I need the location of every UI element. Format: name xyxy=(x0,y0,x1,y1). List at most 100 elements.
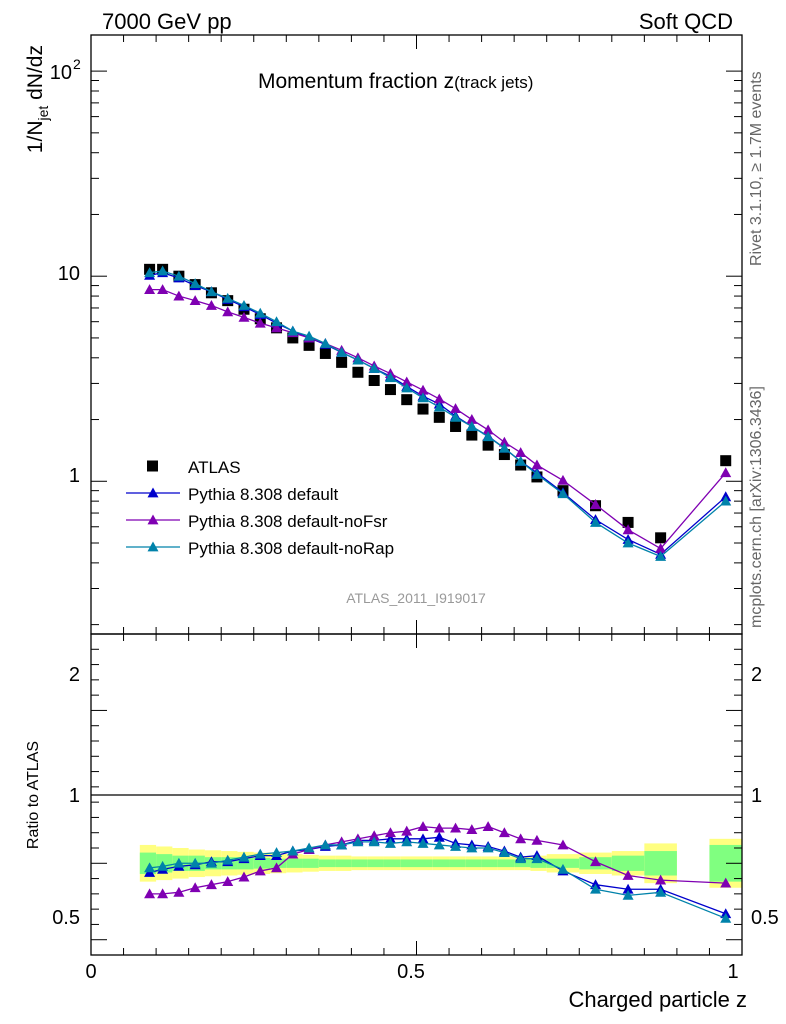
pythia-8-308-default-norap-ratio-point xyxy=(590,883,602,894)
pythia-8-308-default-norap-point xyxy=(271,316,283,327)
stat-uncertainty-band xyxy=(383,859,401,868)
stat-uncertainty-band xyxy=(432,859,450,868)
ratio-ytick-label-right-0.5: 0.5 xyxy=(751,907,779,929)
pythia-8-308-default-norap-ratio-point xyxy=(352,836,364,847)
pythia-8-308-default-nofsr-point xyxy=(466,414,478,424)
stat-uncertainty-band xyxy=(465,859,482,868)
xtick-label-0.5: 0.5 xyxy=(397,961,425,983)
stat-uncertainty-band xyxy=(530,858,547,868)
pythia-8-308-default-nofsr-ratio-point xyxy=(238,871,250,882)
pythia-8-308-default-nofsr-ratio-point xyxy=(173,886,185,897)
ratio-panel: 0.5 1 2 0.5 1 2 Ratio to ATLAS 0 0.5 1 C… xyxy=(25,633,779,1012)
pythia-8-308-default-norap-point xyxy=(254,307,266,318)
pythia-8-308-default-norap-ratio-point xyxy=(433,839,445,850)
legend-marker-pythia-8-308-default-norap xyxy=(147,541,159,552)
xtick-label-1: 1 xyxy=(727,961,738,983)
pythia-8-308-default-norap-ratio-point xyxy=(254,848,266,859)
pythia-8-308-default-norap-ratio-point xyxy=(655,886,667,897)
pythia-8-308-default-nofsr-point xyxy=(515,447,527,457)
pythia-8-308-default-norap-point xyxy=(433,401,445,412)
ratio-ytick-label-1: 1 xyxy=(69,785,80,807)
main-axis-ticks xyxy=(90,35,743,634)
pythia-8-308-default-norap-ratio-point xyxy=(336,839,348,850)
pythia-8-308-default-norap-ratio-point xyxy=(498,847,510,857)
pythia-8-308-default-nofsr-point xyxy=(189,295,201,306)
pythia-8-308-default-nofsr-point xyxy=(205,299,217,310)
pythia-8-308-default-nofsr-point xyxy=(222,306,234,317)
pythia-8-308-default-nofsr-ratio-point xyxy=(384,827,396,838)
pythia-8-308-default-norap-ratio-point xyxy=(466,842,478,853)
source-label: mcplots.cern.ch [arXiv:1306.3436] xyxy=(748,386,765,628)
stat-uncertainty-band xyxy=(302,858,319,868)
main-panel: 1 10 10 2 1/Njet dN/dz Momentum fraction… xyxy=(24,34,743,635)
pythia-8-308-default-norap-point xyxy=(557,488,569,499)
pythia-8-308-default-nofsr-ratio-point xyxy=(205,879,217,890)
pythia-8-308-default-norap-ratio-point xyxy=(319,839,331,850)
pythia-8-308-default-ratio-point xyxy=(433,831,445,842)
pythia-8-308-default-norap-point xyxy=(189,278,201,289)
stat-uncertainty-band xyxy=(481,859,498,868)
legend-label-pythia-8-308-default-norap: Pythia 8.308 default-noRap xyxy=(188,539,394,558)
atlas-point xyxy=(368,375,380,387)
pythia-8-308-default-nofsr-ratio-point xyxy=(466,824,478,835)
pythia-8-308-default-norap-ratio-point xyxy=(515,853,527,864)
pythia-8-308-default-norap-ratio-point xyxy=(238,851,250,862)
pythia-8-308-default-nofsr-point xyxy=(557,474,569,485)
ytick-label-1: 1 xyxy=(69,465,80,487)
pythia-8-308-default-nofsr-point xyxy=(238,311,250,322)
stat-uncertainty-band xyxy=(351,859,368,868)
pythia-8-308-default-norap-point xyxy=(498,442,510,453)
ratio-ytick-label-2: 2 xyxy=(69,664,80,686)
atlas-point xyxy=(417,403,429,415)
pythia-8-308-default-nofsr-ratio-point xyxy=(655,874,667,885)
pythia-8-308-default-nofsr-point xyxy=(498,436,510,447)
pythia-8-308-default-norap-ratio-point xyxy=(157,860,169,871)
legend-marker-pythia-8-308-default-nofsr xyxy=(147,514,159,525)
legend-marker-pythia-8-308-default xyxy=(147,487,159,498)
ratio-axis-ticks xyxy=(90,633,743,955)
main-ytick-labels: 1 10 10 2 xyxy=(50,56,81,487)
pythia-8-308-default-norap-ratio-point xyxy=(557,863,569,874)
ratio-series-group xyxy=(144,821,732,923)
pythia-8-308-default-nofsr-point xyxy=(157,284,169,295)
header-left: 7000 GeV pp xyxy=(102,9,232,34)
stat-uncertainty-band xyxy=(644,851,677,876)
atlas-point xyxy=(622,516,634,528)
pythia-8-308-default-norap-point xyxy=(450,411,462,422)
pythia-8-308-default-nofsr-point xyxy=(590,499,602,509)
pythia-8-308-default-norap-point xyxy=(287,325,299,336)
stat-uncertainty-band xyxy=(416,859,433,868)
pythia-8-308-default-norap-ratio-point xyxy=(482,842,494,853)
pythia-8-308-default-nofsr-point xyxy=(433,393,445,404)
stat-uncertainty-band xyxy=(286,858,303,868)
stat-uncertainty-band xyxy=(497,859,515,868)
atlas-point xyxy=(384,384,396,396)
pythia-8-308-default-norap-ratio-point xyxy=(368,836,380,847)
stat-uncertainty-band xyxy=(335,859,352,868)
legend-label-pythia-8-308-default-nofsr: Pythia 8.308 default-noFsr xyxy=(188,512,388,531)
ratio-ytick-label-right-2: 2 xyxy=(751,664,762,686)
pythia-8-308-default-nofsr-point xyxy=(531,459,543,470)
pythia-8-308-default-nofsr-point xyxy=(720,467,732,478)
pythia-8-308-default-norap-ratio-point xyxy=(450,840,462,851)
pythia-8-308-default-norap-point xyxy=(238,299,250,310)
main-series-group xyxy=(144,263,732,561)
pythia-8-308-default-nofsr-ratio-point xyxy=(590,856,602,867)
pythia-8-308-default-norap-ratio-point xyxy=(384,837,396,848)
pythia-8-308-default-norap-point xyxy=(205,286,217,297)
pythia-8-308-default-nofsr-ratio-point xyxy=(557,839,569,850)
pythia-8-308-default-norap-ratio-point xyxy=(173,857,185,868)
pythia-8-308-default-norap-point xyxy=(590,516,602,527)
pythia-8-308-default-norap-point xyxy=(401,382,413,393)
pythia-8-308-default-norap-point xyxy=(144,267,156,278)
pythia-8-308-default-norap-ratio-point xyxy=(401,836,413,847)
atlas-point xyxy=(720,455,732,467)
atlas-point xyxy=(450,420,462,432)
pythia-8-308-default-nofsr-ratio-point xyxy=(417,821,429,831)
ratio-ylabel: Ratio to ATLAS xyxy=(25,741,42,849)
pythia-8-308-default-nofsr-ratio-point xyxy=(482,821,494,831)
pythia-8-308-default-nofsr-point xyxy=(254,317,266,328)
pythia-8-308-default-nofsr-ratio-point xyxy=(515,833,527,844)
stat-uncertainty-band xyxy=(400,859,417,868)
pythia-8-308-default-norap-point xyxy=(352,354,364,365)
